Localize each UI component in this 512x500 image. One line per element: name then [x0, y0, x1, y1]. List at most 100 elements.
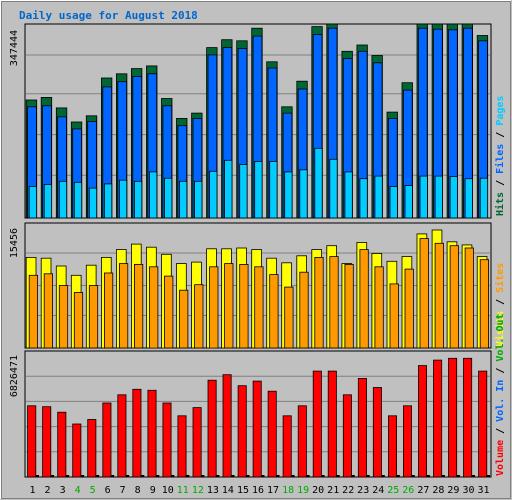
sites-bar	[119, 263, 129, 349]
volume-bar	[387, 415, 397, 478]
volume-bar	[282, 415, 292, 478]
legend-entry: /	[495, 293, 506, 311]
vol-out-bar	[411, 475, 415, 477]
x-tick-label: 26	[402, 485, 414, 496]
legend-entry: Hits	[494, 192, 506, 216]
pages-bar	[344, 171, 353, 219]
volume-bar	[463, 357, 473, 478]
x-tick-label: 3	[60, 485, 66, 496]
vol-out-bar	[366, 475, 370, 477]
sites-bar	[434, 242, 444, 349]
sites-bar	[28, 274, 39, 349]
legend-visits-sites: Visits / Sites	[494, 263, 506, 347]
vol-out-bar	[96, 475, 100, 477]
legend-entry: Files	[494, 144, 506, 174]
x-tick-label: 9	[150, 485, 156, 496]
vol-out-bar	[456, 475, 460, 477]
pages-bar	[269, 160, 278, 219]
x-tick-label: 6	[105, 485, 111, 496]
vol-out-bar	[141, 475, 145, 477]
volume-bar	[87, 419, 97, 478]
vol-out-bar	[291, 475, 295, 477]
vol-out-bar	[201, 475, 205, 477]
volume-bar	[237, 385, 247, 478]
vol-out-bar	[396, 475, 400, 477]
pages-bar	[284, 171, 293, 219]
sites-bar	[149, 266, 159, 349]
vol-out-bar	[276, 475, 280, 477]
pages-bar	[164, 177, 173, 219]
volume-bar	[478, 370, 488, 478]
pages-bar	[374, 175, 383, 219]
pages-bar	[104, 183, 113, 219]
y-max-label-hits: 347444	[9, 30, 20, 66]
volume-bar	[27, 405, 37, 478]
x-tick-label: 25	[387, 485, 399, 496]
sites-bar	[314, 256, 324, 349]
sites-bar	[224, 263, 234, 349]
x-axis-labels: 1 2 3 4 5 6 7 8 9 10 11 12 13 14 15 16 17 18 19 20 21 22 23 24 2…	[29, 485, 489, 496]
pages-bar	[224, 159, 233, 219]
legend-entry: /	[495, 174, 506, 192]
legend-entry: Sites	[494, 263, 506, 293]
vol-out-bar	[186, 475, 190, 477]
x-tick-label: 29	[447, 485, 459, 496]
sites-bar	[359, 249, 369, 349]
pages-bar	[88, 187, 98, 219]
x-tick-label: 17	[267, 485, 279, 496]
vol-out-bar	[261, 475, 265, 477]
vol-out-bar	[231, 475, 235, 477]
sites-bar	[88, 285, 99, 349]
volume-bar	[433, 359, 443, 478]
x-tick-label: 18	[282, 485, 294, 496]
x-tick-label: 8	[135, 485, 141, 496]
sites-bar	[133, 263, 144, 349]
legend-volume: Volume / Vol. In / Vol. Out	[495, 313, 506, 476]
sites-bar	[389, 283, 399, 349]
x-tick-label: 2	[44, 485, 50, 496]
pages-bar	[149, 171, 158, 219]
pages-bar	[239, 164, 248, 219]
vol-out-bar	[426, 475, 430, 477]
x-tick-label: 13	[207, 485, 219, 496]
volume-bar	[357, 377, 367, 478]
x-tick-label: 27	[417, 485, 429, 496]
pages-bar	[73, 181, 83, 219]
vol-out-bar	[126, 475, 130, 477]
x-tick-label: 1	[29, 485, 35, 496]
volume-bar	[417, 365, 427, 478]
sites-bar	[179, 289, 189, 349]
volume-bar	[117, 394, 127, 478]
volume-bar	[402, 405, 412, 478]
volume-bar	[267, 390, 277, 478]
pages-bar	[419, 175, 428, 219]
legend-entry: Pages	[495, 96, 506, 126]
volume-bar	[222, 374, 232, 478]
legend-entry: Volume	[495, 440, 506, 476]
pages-bar	[359, 178, 368, 219]
pages-bar	[194, 180, 203, 219]
pages-bar	[434, 175, 443, 219]
pages-bar	[329, 158, 338, 219]
volume-bar	[162, 402, 172, 478]
x-tick-label: 14	[222, 485, 234, 496]
volume-bar	[102, 402, 112, 478]
volume-bar	[297, 405, 307, 478]
volume-bar	[327, 370, 337, 478]
legend-entry: /	[495, 362, 506, 380]
vol-out-bar	[472, 475, 475, 477]
pages-bar	[209, 170, 218, 219]
bars	[25, 23, 490, 478]
legend-entry: /	[495, 126, 506, 144]
x-tick-label: 30	[462, 485, 474, 496]
volume-bar	[372, 387, 382, 478]
vol-out-bar	[66, 475, 70, 477]
sites-bar	[58, 285, 69, 349]
sites-bar	[404, 268, 414, 349]
pages-bar	[254, 160, 263, 219]
pages-bar	[479, 177, 489, 219]
pages-bar	[404, 185, 413, 219]
